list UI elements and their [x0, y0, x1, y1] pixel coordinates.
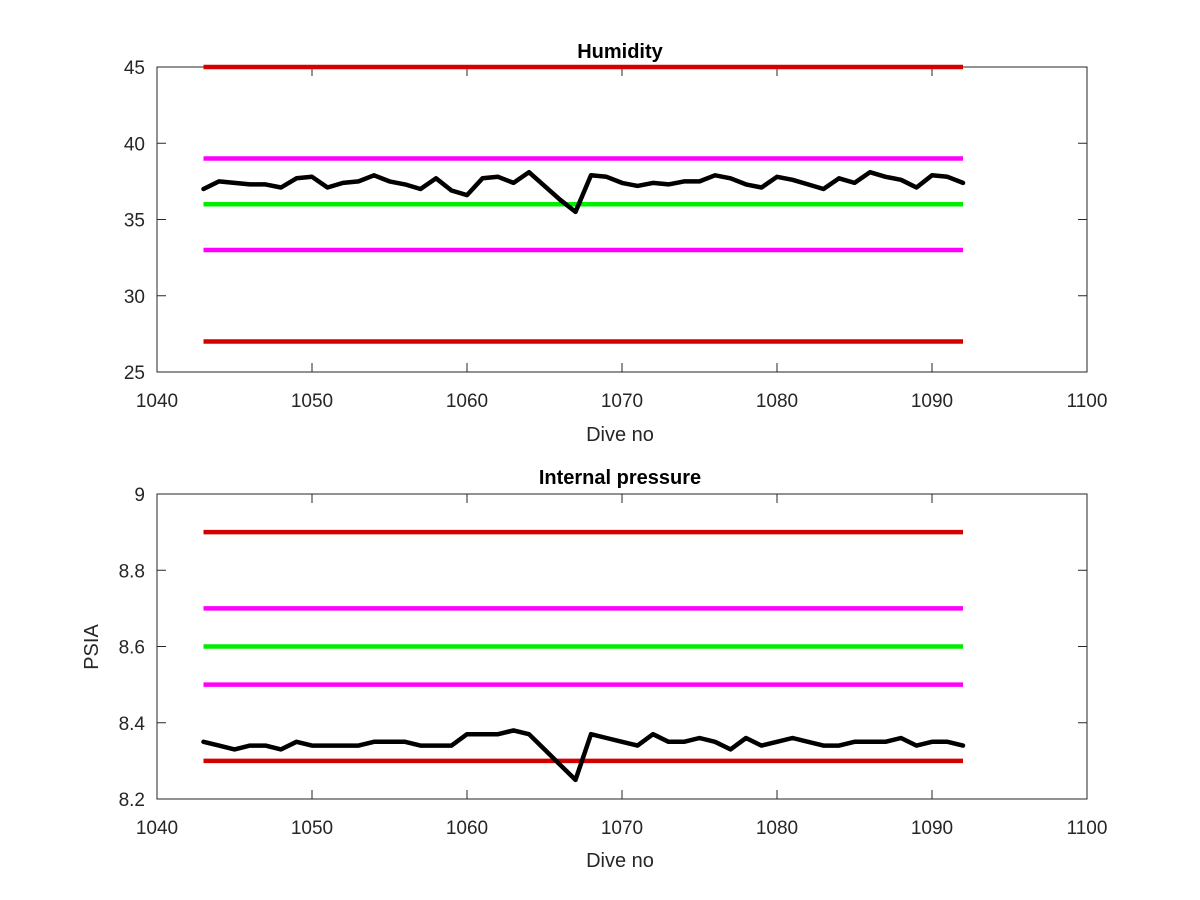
y-tick-label: 8.4 — [119, 714, 146, 735]
plot-title: Humidity — [577, 41, 663, 63]
y-tick-label: 8.6 — [119, 638, 145, 659]
x-tick-label: 1070 — [601, 391, 643, 412]
x-tick-label: 1100 — [1067, 391, 1108, 412]
internal-pressure-subplot: Internal pressure Dive no PSIA 1040 1050 1… — [81, 467, 1107, 872]
y-tick-label: 40 — [124, 134, 145, 155]
x-tick-label: 1060 — [446, 391, 488, 412]
x-tick-label: 1090 — [911, 818, 953, 839]
x-tick-label: 1080 — [756, 391, 798, 412]
x-tick-label: 1040 — [136, 391, 178, 412]
x-tick-label: 1090 — [911, 391, 953, 412]
x-axis-label: Dive no — [586, 424, 654, 446]
x-tick-label: 1050 — [291, 391, 333, 412]
plot-title: Internal pressure — [539, 467, 701, 489]
series-line — [201, 169, 966, 215]
y-axis-label: PSIA — [81, 624, 103, 670]
y-tick-label: 30 — [124, 287, 145, 308]
y-tick-label: 35 — [124, 211, 145, 232]
y-tick-label: 25 — [124, 363, 145, 384]
x-tick-label: 1040 — [136, 818, 178, 839]
x-tick-label: 1050 — [291, 818, 333, 839]
x-axis-label: Dive no — [586, 850, 654, 872]
y-tick-label: 9 — [134, 485, 145, 506]
x-tick-label: 1080 — [756, 818, 798, 839]
x-tick-label: 1070 — [601, 818, 643, 839]
x-tick-label: 1100 — [1067, 818, 1108, 839]
x-tick-label: 1060 — [446, 818, 488, 839]
axes-box — [156, 66, 1088, 373]
humidity-subplot: Humidity Dive no 1040 1050 1060 1070 1080 109… — [124, 41, 1108, 446]
series-line — [201, 728, 966, 783]
y-tick-label: 8.8 — [119, 561, 145, 582]
y-tick-label: 8.2 — [119, 790, 145, 811]
y-tick-label: 45 — [124, 58, 145, 79]
